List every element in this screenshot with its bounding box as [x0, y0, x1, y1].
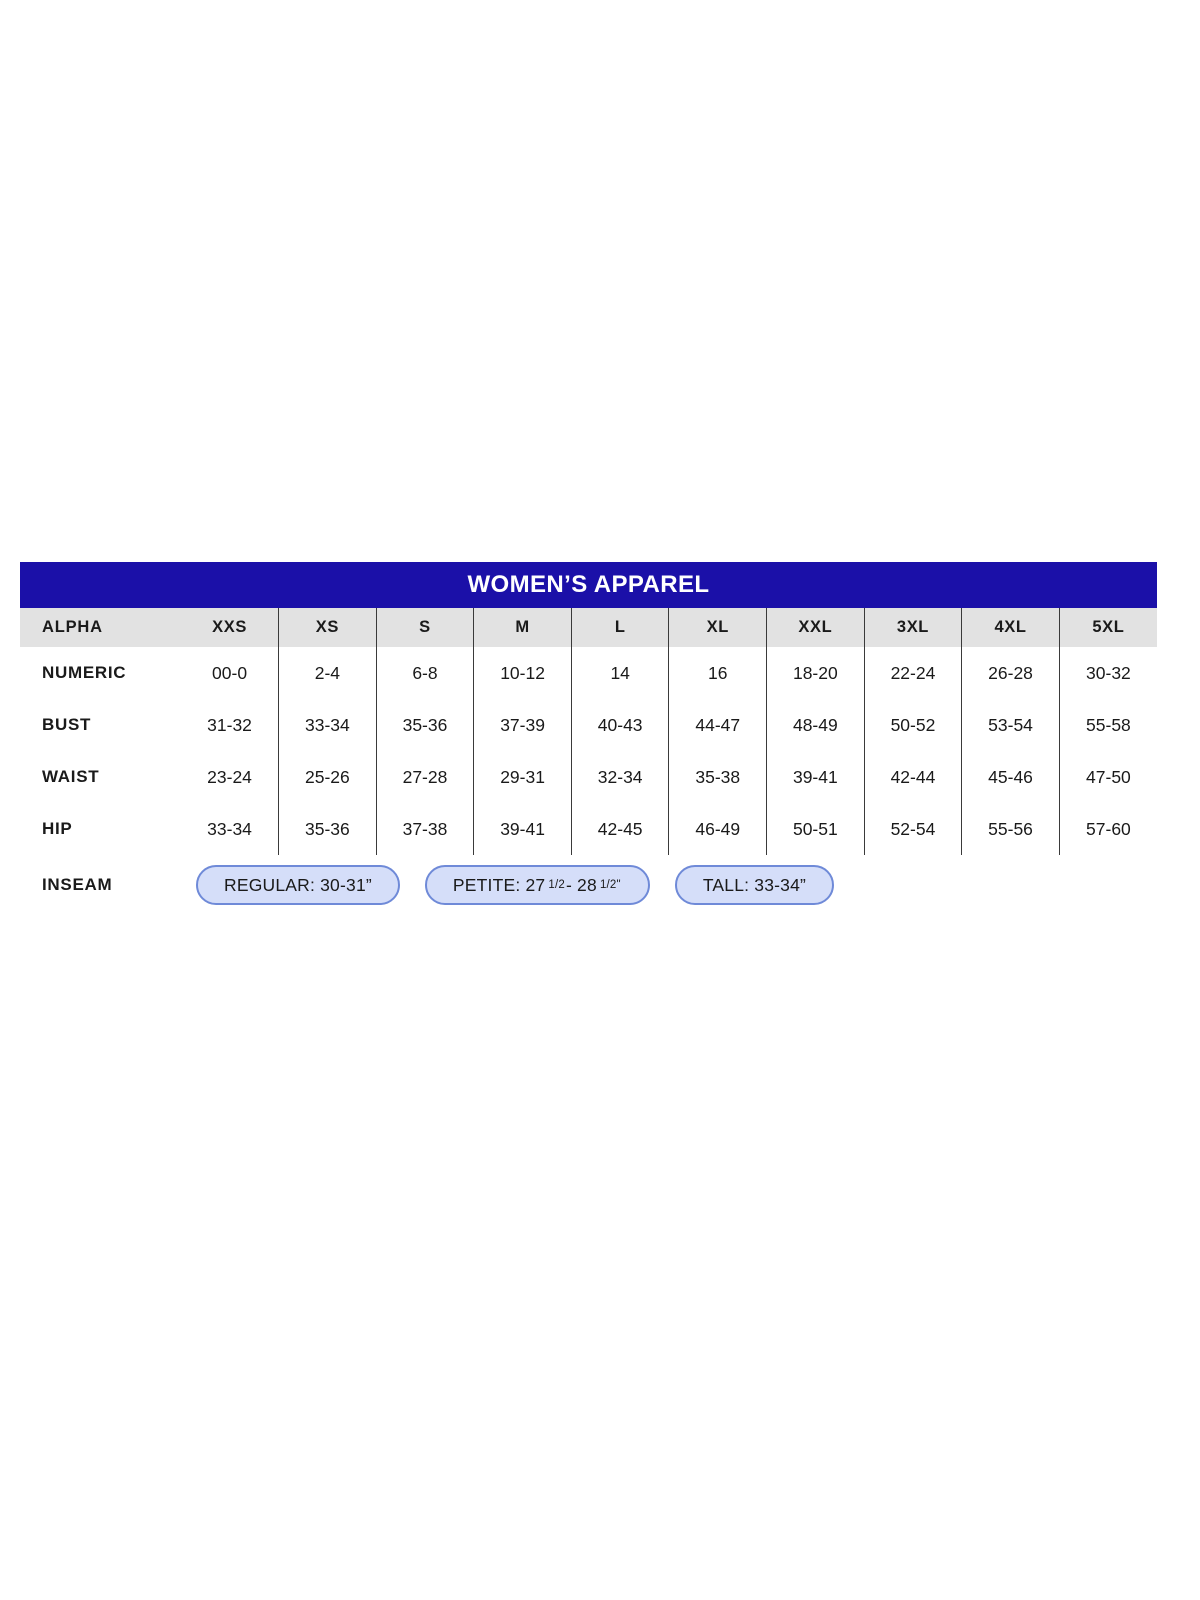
inseam-pill-petite-fraction-low: 1/2 [548, 879, 565, 891]
inseam-pill-petite-separator: - 28 [565, 874, 597, 895]
row-label-waist: WAIST [20, 751, 181, 803]
cell-bust-xs: 33-34 [278, 699, 377, 751]
table-row-hip: HIP 33-34 35-36 37-38 39-41 42-45 46-49 … [20, 803, 1157, 855]
cell-bust-3xl: 50-52 [863, 699, 962, 751]
cell-numeric-xxl: 18-20 [766, 647, 865, 699]
cell-hip-4xl: 55-56 [961, 803, 1060, 855]
row-label-inseam: INSEAM [20, 855, 181, 915]
cell-waist-xxs: 23-24 [181, 751, 279, 803]
cell-numeric-4xl: 26-28 [961, 647, 1060, 699]
inseam-pill-petite-fraction-high: 1/2" [599, 879, 621, 891]
cell-hip-s: 37-38 [375, 803, 474, 855]
inseam-pill-regular-label: REGULAR: 30-31” [224, 874, 372, 895]
column-header-5xl: 5XL [1058, 608, 1157, 647]
row-label-hip: HIP [20, 803, 181, 855]
cell-hip-5xl: 57-60 [1058, 803, 1157, 855]
column-header-s: S [375, 608, 474, 647]
cell-waist-3xl: 42-44 [863, 751, 962, 803]
row-label-numeric: NUMERIC [20, 647, 181, 699]
inseam-pill-tall-label: TALL: 33-34” [702, 874, 807, 895]
cell-numeric-m: 10-12 [473, 647, 572, 699]
cell-numeric-5xl: 30-32 [1058, 647, 1157, 699]
column-header-xl: XL [668, 608, 767, 647]
inseam-pill-petite-prefix: PETITE: 27 [452, 874, 546, 895]
cell-bust-4xl: 53-54 [961, 699, 1060, 751]
inseam-pill-petite[interactable]: PETITE: 27 1/2 - 28 1/2" [424, 865, 650, 905]
cell-waist-xs: 25-26 [278, 751, 377, 803]
cell-bust-m: 37-39 [473, 699, 572, 751]
inseam-pill-tall[interactable]: TALL: 33-34” [674, 865, 835, 905]
size-chart-table: ALPHA XXS XS S M L XL XXL 3XL 4XL 5XL NU… [20, 608, 1157, 915]
column-header-m: M [473, 608, 572, 647]
inseam-options: REGULAR: 30-31” PETITE: 27 1/2 - 28 1/2" T… [181, 855, 1157, 915]
chart-title: WOMEN’S APPAREL [20, 562, 1157, 608]
cell-numeric-xl: 16 [668, 647, 767, 699]
cell-waist-l: 32-34 [570, 751, 669, 803]
cell-hip-xs: 35-36 [278, 803, 377, 855]
cell-bust-xxs: 31-32 [181, 699, 279, 751]
cell-bust-l: 40-43 [570, 699, 669, 751]
cell-numeric-s: 6-8 [375, 647, 474, 699]
cell-numeric-xs: 2-4 [278, 647, 377, 699]
cell-hip-l: 42-45 [570, 803, 669, 855]
cell-bust-xl: 44-47 [668, 699, 767, 751]
cell-bust-s: 35-36 [375, 699, 474, 751]
column-header-l: L [570, 608, 669, 647]
cell-waist-xl: 35-38 [668, 751, 767, 803]
column-header-xxl: XXL [766, 608, 865, 647]
table-row-inseam: INSEAM REGULAR: 30-31” PETITE: 27 1/2 - 2… [20, 855, 1157, 915]
table-row-waist: WAIST 23-24 25-26 27-28 29-31 32-34 35-3… [20, 751, 1157, 803]
cell-hip-xxs: 33-34 [181, 803, 279, 855]
cell-hip-m: 39-41 [473, 803, 572, 855]
cell-hip-3xl: 52-54 [863, 803, 962, 855]
cell-hip-xxl: 50-51 [766, 803, 865, 855]
cell-waist-m: 29-31 [473, 751, 572, 803]
cell-waist-4xl: 45-46 [961, 751, 1060, 803]
row-label-bust: BUST [20, 699, 181, 751]
cell-waist-s: 27-28 [375, 751, 474, 803]
column-header-4xl: 4XL [961, 608, 1060, 647]
column-header-xxs: XXS [212, 618, 247, 636]
cell-numeric-3xl: 22-24 [863, 647, 962, 699]
cell-waist-xxl: 39-41 [766, 751, 865, 803]
size-chart: WOMEN’S APPAREL ALPHA XXS XS S M L XL XX… [20, 562, 1157, 915]
cell-bust-xxl: 48-49 [766, 699, 865, 751]
column-header-xs: XS [278, 608, 377, 647]
cell-numeric-l: 14 [570, 647, 669, 699]
cell-bust-5xl: 55-58 [1058, 699, 1157, 751]
column-header-3xl: 3XL [863, 608, 962, 647]
cell-hip-xl: 46-49 [668, 803, 767, 855]
table-row-bust: BUST 31-32 33-34 35-36 37-39 40-43 44-47… [20, 699, 1157, 751]
table-row-numeric: NUMERIC 00-0 2-4 6-8 10-12 14 16 18-20 2… [20, 647, 1157, 699]
table-header-row: ALPHA XXS XS S M L XL XXL 3XL 4XL 5XL [20, 608, 1157, 647]
cell-numeric-xxs: 00-0 [181, 647, 279, 699]
cell-waist-5xl: 47-50 [1058, 751, 1157, 803]
inseam-pill-regular[interactable]: REGULAR: 30-31” [196, 865, 400, 905]
column-header-alpha: ALPHA [42, 618, 103, 636]
